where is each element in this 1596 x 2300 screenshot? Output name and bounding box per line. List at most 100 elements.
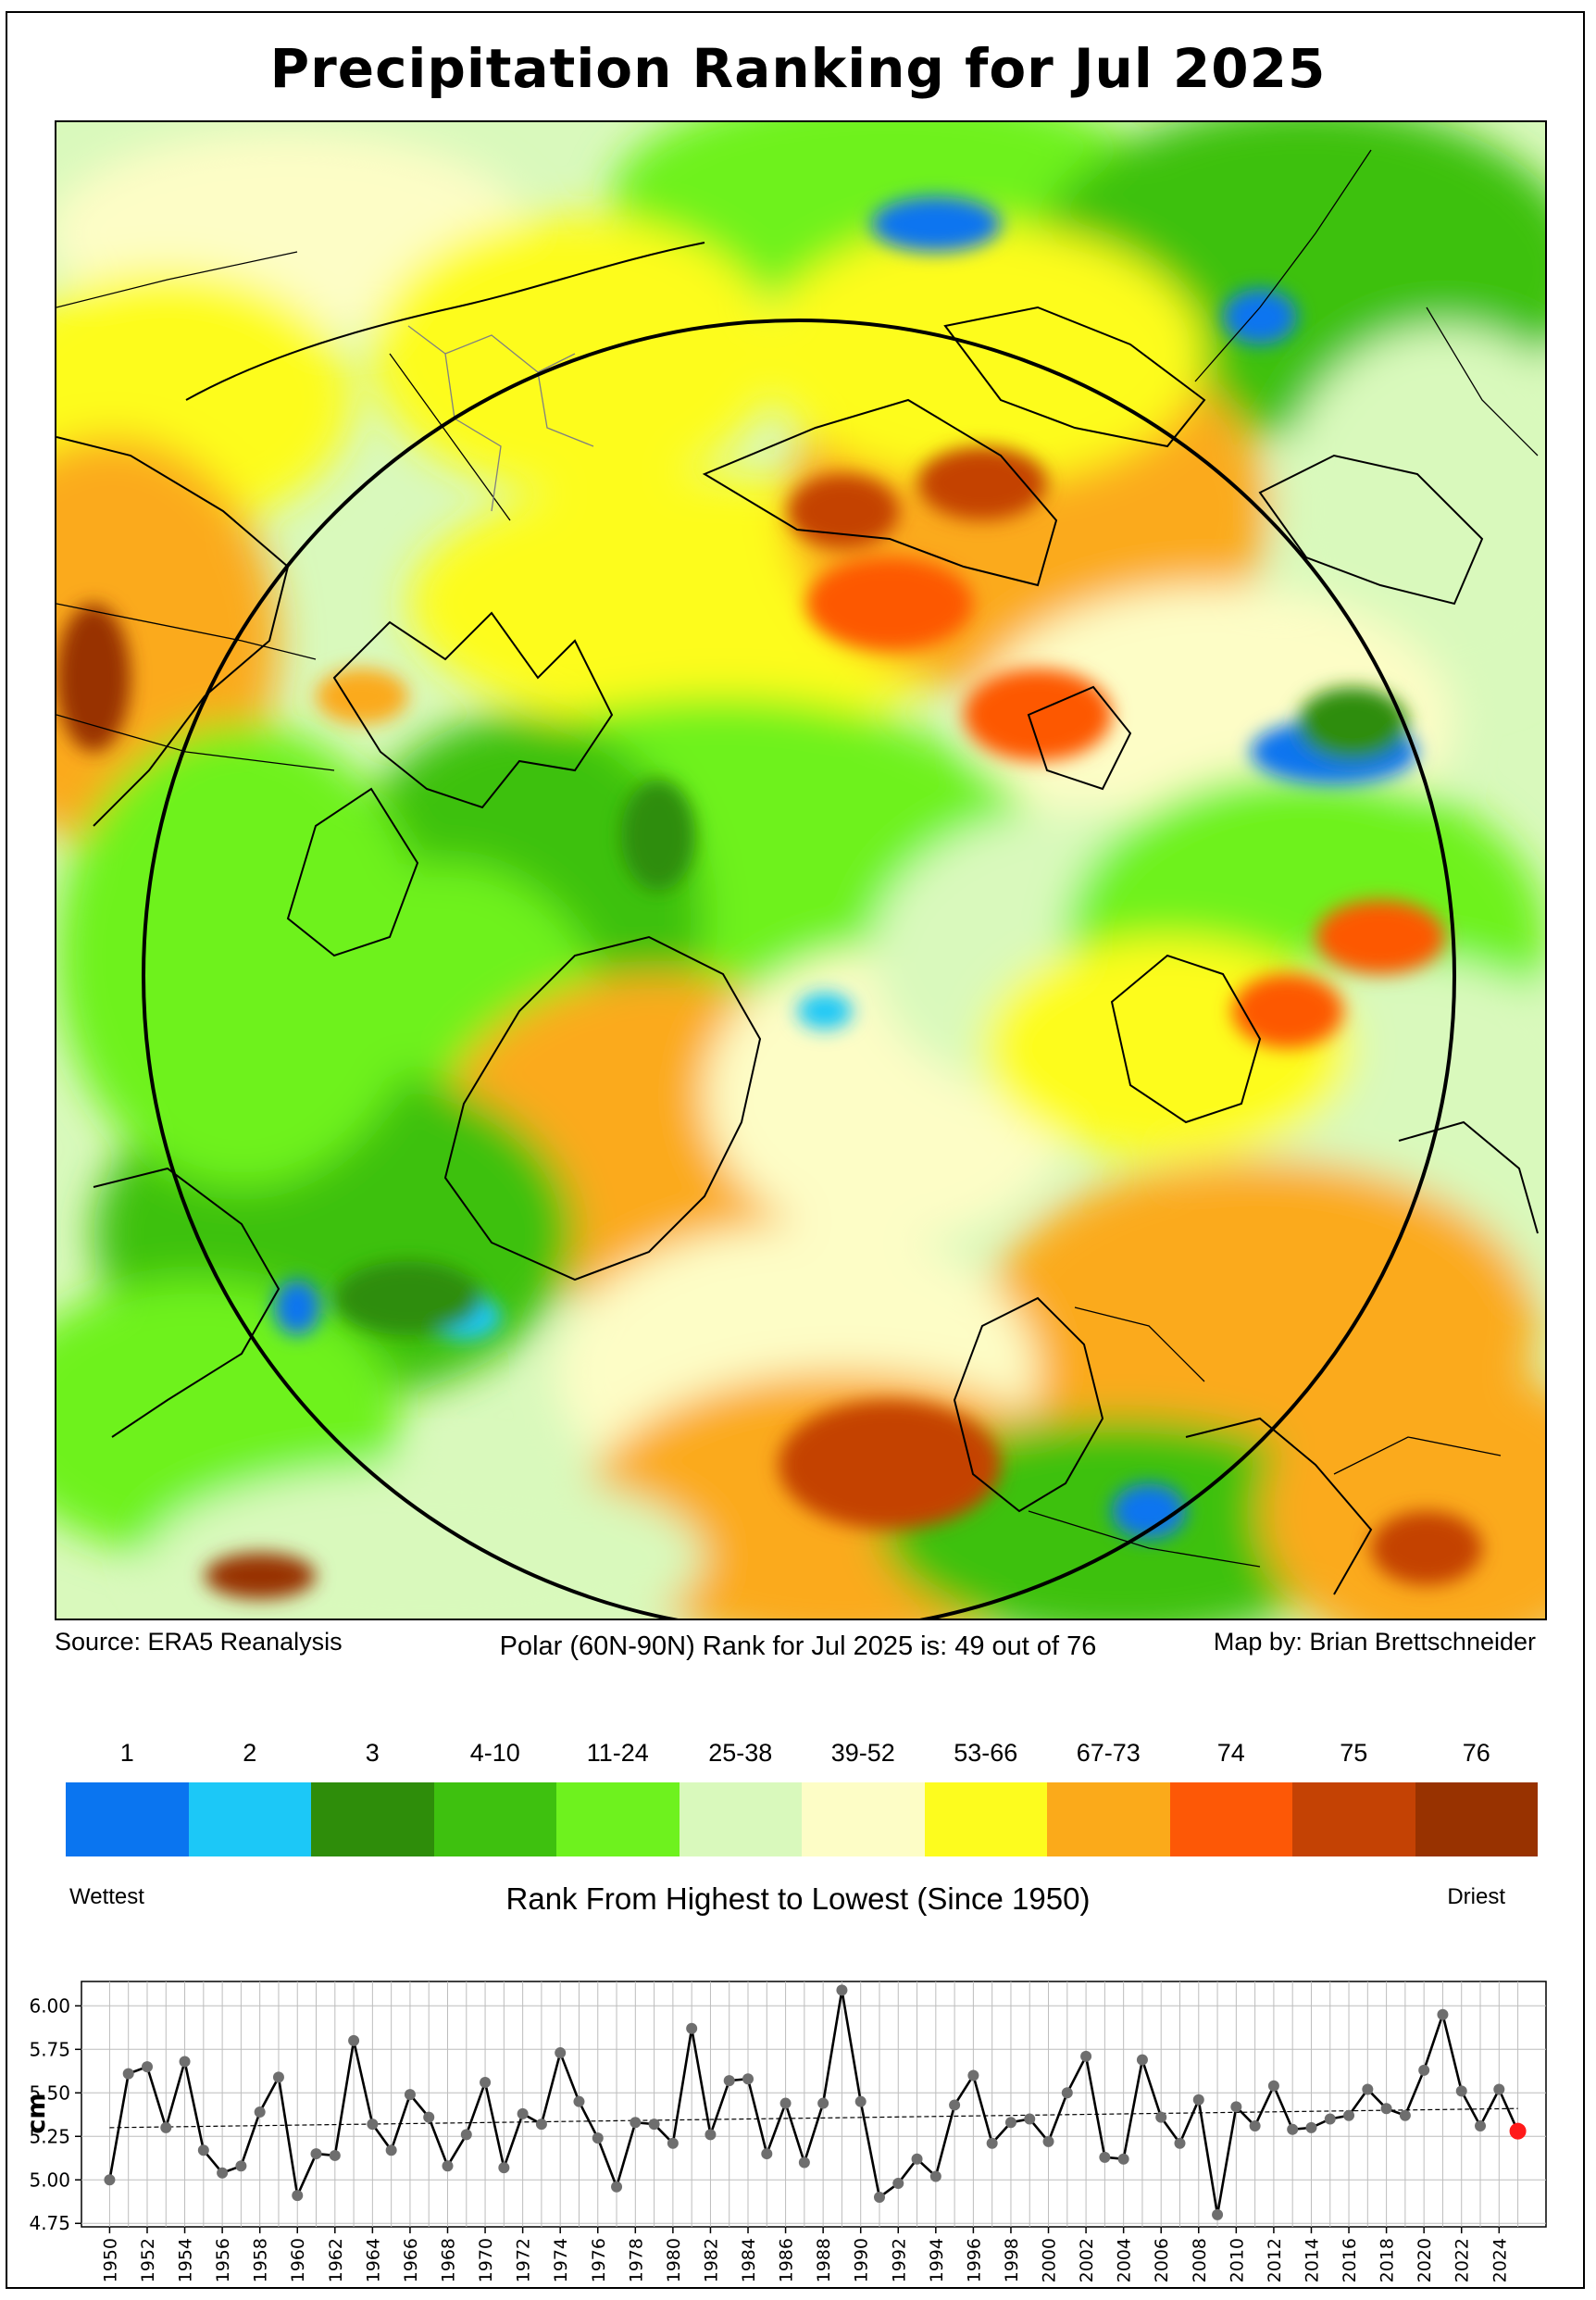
x-tick-label: 1998 <box>1002 2238 1022 2282</box>
x-tick-label: 1960 <box>288 2238 308 2282</box>
data-point <box>929 2170 941 2182</box>
legend-title: Rank From Highest to Lowest (Since 1950) <box>505 1881 1091 1916</box>
legend-swatch <box>1047 1782 1170 1856</box>
data-point <box>1418 2064 1430 2076</box>
data-point <box>1042 2135 1054 2147</box>
data-point <box>798 2156 810 2169</box>
coastlines <box>56 242 1539 1595</box>
legend-swatch <box>311 1782 434 1856</box>
x-tick-label: 2016 <box>1340 2238 1360 2282</box>
x-tick-label: 2020 <box>1415 2238 1435 2282</box>
legend-label: 53-66 <box>954 1739 1018 1767</box>
data-point <box>555 2047 567 2059</box>
data-point <box>197 2144 209 2156</box>
legend-label: 75 <box>1340 1739 1368 1767</box>
x-tick-label: 1978 <box>626 2238 646 2282</box>
map-canvas <box>56 122 1545 1619</box>
data-point <box>1080 2050 1092 2062</box>
x-tick-label: 1972 <box>514 2238 534 2282</box>
x-tick-label: 1964 <box>363 2238 383 2282</box>
data-point <box>1099 2151 1111 2163</box>
data-point <box>1061 2087 1073 2099</box>
timeseries-svg: 4.75 5.00 5.25 5.50 5.75 6.00 1950 1952 1954 1956… <box>22 1981 1547 2282</box>
data-point <box>235 2160 247 2172</box>
data-point <box>460 2129 472 2141</box>
data-point <box>292 2190 304 2202</box>
x-tick-label: 2002 <box>1077 2238 1097 2282</box>
data-point <box>480 2077 492 2089</box>
legend-label: 1 <box>119 1739 134 1767</box>
legend-swatch <box>188 1782 311 1856</box>
legend-swatch <box>679 1782 802 1856</box>
data-point <box>442 2160 454 2172</box>
x-tick-label: 1990 <box>852 2238 872 2282</box>
data-point <box>348 2034 360 2046</box>
arctic-circle <box>142 319 1456 1619</box>
data-point <box>667 2137 679 2149</box>
legend-swatch <box>1292 1782 1415 1856</box>
data-point <box>498 2162 510 2174</box>
data-point <box>686 2022 698 2034</box>
polar-rank-label: Polar (60N-90N) Rank for Jul 2025 is: 49… <box>499 1631 1097 1661</box>
trend-line <box>109 2107 1518 2129</box>
data-point <box>1437 2008 1449 2020</box>
x-tick-label: 2008 <box>1190 2238 1210 2282</box>
x-tick-label: 1986 <box>777 2238 797 2282</box>
legend-label: 39-52 <box>830 1739 895 1767</box>
x-tick-label: 1996 <box>964 2238 984 2282</box>
legend-label: 2 <box>243 1739 257 1767</box>
data-point <box>892 2178 904 2190</box>
x-tick-label: 2024 <box>1490 2238 1510 2282</box>
data-point <box>310 2148 322 2160</box>
data-point <box>1324 2113 1336 2125</box>
legend-label: 76 <box>1462 1739 1490 1767</box>
legend-colorbar <box>66 1782 1538 1856</box>
data-point <box>1155 2111 1167 2123</box>
x-tick-label: 2004 <box>1115 2238 1135 2282</box>
x-tick-label: 2022 <box>1453 2238 1473 2282</box>
data-point <box>1287 2123 1299 2135</box>
gridlines <box>81 1981 1546 2227</box>
legend-driest-label: Driest <box>1447 1884 1505 1909</box>
figure-frame <box>6 11 1585 2289</box>
precip-rank-map <box>55 120 1547 1620</box>
legend-label: 11-24 <box>586 1739 649 1767</box>
data-point <box>104 2174 116 2186</box>
y-axis-label: cm <box>22 2093 51 2133</box>
data-point <box>1399 2109 1411 2121</box>
y-tick-label: 5.75 <box>29 2038 70 2060</box>
data-point <box>1024 2113 1036 2125</box>
x-tick-label: 2018 <box>1378 2238 1398 2282</box>
data-point <box>1004 2117 1016 2129</box>
data-point <box>1267 2080 1279 2092</box>
data-point <box>423 2111 435 2123</box>
x-tick-label: 1970 <box>476 2238 496 2282</box>
data-point <box>367 2119 379 2131</box>
data-point <box>779 2097 792 2109</box>
x-tick-label: 2014 <box>1302 2238 1322 2282</box>
plot-area <box>81 1981 1547 2228</box>
y-tick-label: 5.00 <box>29 2169 70 2191</box>
x-tick-label: 2012 <box>1265 2238 1285 2282</box>
x-tick-label: 1954 <box>176 2238 196 2282</box>
legend-label: 74 <box>1216 1739 1245 1767</box>
credit-label: Map by: Brian Brettschneider <box>1213 1628 1536 1656</box>
data-point <box>742 2073 754 2085</box>
data-point <box>836 1984 848 1996</box>
source-label: Source: ERA5 Reanalysis <box>55 1628 343 1656</box>
y-tick-label: 5.25 <box>29 2125 70 2147</box>
data-point <box>611 2181 623 2193</box>
y-tick-label: 5.50 <box>29 2081 70 2104</box>
data-point <box>573 2095 585 2107</box>
data-point <box>873 2192 885 2204</box>
data-point <box>1493 2083 1505 2095</box>
legend-label: 3 <box>365 1739 380 1767</box>
legend-wettest-label: Wettest <box>69 1884 144 1909</box>
legend-labels: 1 2 3 4-10 11-24 25-38 39-52 53-66 67-73 74 75 76 <box>66 1739 1538 1776</box>
legend-swatch <box>66 1782 189 1856</box>
x-tick-label: 1982 <box>701 2238 721 2282</box>
legend-swatch <box>1415 1782 1538 1856</box>
y-tick-label: 4.75 <box>29 2212 70 2234</box>
state-borders <box>407 325 594 512</box>
x-tick-label: 1956 <box>213 2238 233 2282</box>
